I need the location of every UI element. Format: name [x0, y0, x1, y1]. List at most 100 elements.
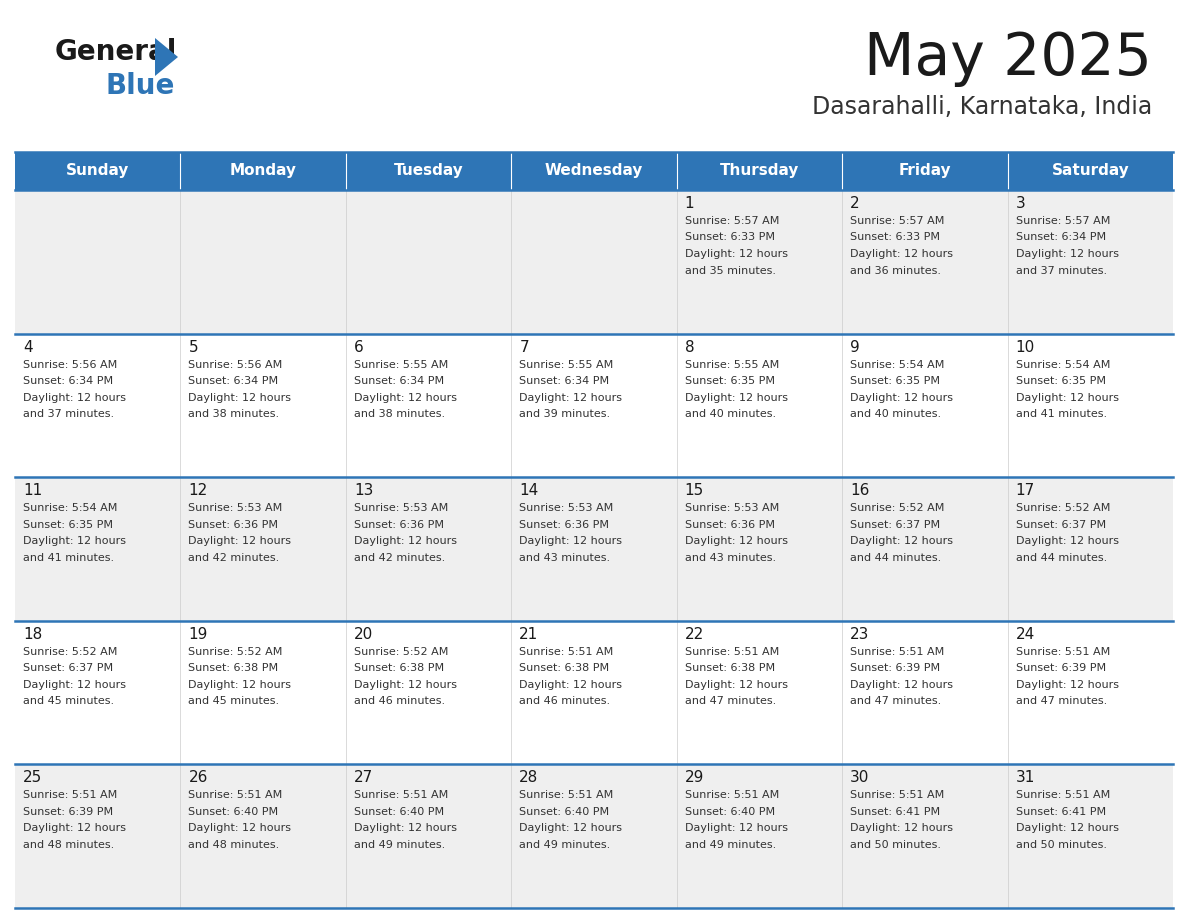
Text: Sunset: 6:37 PM: Sunset: 6:37 PM — [851, 520, 940, 530]
Text: and 41 minutes.: and 41 minutes. — [23, 553, 114, 563]
Text: Sunset: 6:40 PM: Sunset: 6:40 PM — [519, 807, 609, 817]
Text: and 44 minutes.: and 44 minutes. — [1016, 553, 1107, 563]
Text: and 39 minutes.: and 39 minutes. — [519, 409, 611, 420]
Text: Sunset: 6:40 PM: Sunset: 6:40 PM — [354, 807, 444, 817]
Text: and 40 minutes.: and 40 minutes. — [684, 409, 776, 420]
Text: Sunset: 6:38 PM: Sunset: 6:38 PM — [519, 664, 609, 673]
Text: and 49 minutes.: and 49 minutes. — [684, 840, 776, 850]
Text: 16: 16 — [851, 483, 870, 498]
Text: Sunrise: 5:51 AM: Sunrise: 5:51 AM — [189, 790, 283, 800]
Text: Sunrise: 5:51 AM: Sunrise: 5:51 AM — [1016, 647, 1110, 656]
Text: Sunrise: 5:54 AM: Sunrise: 5:54 AM — [1016, 360, 1110, 370]
Text: and 46 minutes.: and 46 minutes. — [354, 696, 446, 706]
Bar — [15, 333, 1173, 477]
Text: Sunset: 6:39 PM: Sunset: 6:39 PM — [23, 807, 113, 817]
Text: Daylight: 12 hours: Daylight: 12 hours — [189, 536, 291, 546]
Text: Daylight: 12 hours: Daylight: 12 hours — [851, 249, 953, 259]
Text: Daylight: 12 hours: Daylight: 12 hours — [851, 823, 953, 834]
Text: and 48 minutes.: and 48 minutes. — [23, 840, 114, 850]
Text: Sunrise: 5:57 AM: Sunrise: 5:57 AM — [851, 216, 944, 226]
Text: Daylight: 12 hours: Daylight: 12 hours — [851, 680, 953, 689]
Text: Sunset: 6:37 PM: Sunset: 6:37 PM — [1016, 520, 1106, 530]
Text: and 45 minutes.: and 45 minutes. — [23, 696, 114, 706]
Text: and 41 minutes.: and 41 minutes. — [1016, 409, 1107, 420]
Text: Sunset: 6:34 PM: Sunset: 6:34 PM — [1016, 232, 1106, 242]
Text: 6: 6 — [354, 340, 364, 354]
Text: Daylight: 12 hours: Daylight: 12 hours — [851, 536, 953, 546]
Text: Sunset: 6:40 PM: Sunset: 6:40 PM — [684, 807, 775, 817]
Text: and 37 minutes.: and 37 minutes. — [23, 409, 114, 420]
Text: Sunset: 6:40 PM: Sunset: 6:40 PM — [189, 807, 278, 817]
Text: Tuesday: Tuesday — [393, 163, 463, 178]
Text: Blue: Blue — [105, 72, 175, 100]
Text: Daylight: 12 hours: Daylight: 12 hours — [684, 393, 788, 403]
Text: Daylight: 12 hours: Daylight: 12 hours — [684, 823, 788, 834]
Text: Sunrise: 5:52 AM: Sunrise: 5:52 AM — [354, 647, 448, 656]
Text: Sunset: 6:38 PM: Sunset: 6:38 PM — [354, 664, 444, 673]
Text: Sunrise: 5:51 AM: Sunrise: 5:51 AM — [851, 647, 944, 656]
Text: and 46 minutes.: and 46 minutes. — [519, 696, 611, 706]
Text: Thursday: Thursday — [720, 163, 800, 178]
Bar — [15, 765, 1173, 908]
Text: Friday: Friday — [898, 163, 952, 178]
Text: Sunday: Sunday — [67, 163, 129, 178]
Text: 21: 21 — [519, 627, 538, 642]
Text: Sunrise: 5:51 AM: Sunrise: 5:51 AM — [1016, 790, 1110, 800]
Text: Sunset: 6:35 PM: Sunset: 6:35 PM — [684, 376, 775, 386]
Text: Sunrise: 5:57 AM: Sunrise: 5:57 AM — [1016, 216, 1110, 226]
Text: Daylight: 12 hours: Daylight: 12 hours — [23, 536, 126, 546]
Text: 25: 25 — [23, 770, 43, 786]
Text: Sunrise: 5:52 AM: Sunrise: 5:52 AM — [189, 647, 283, 656]
Text: Daylight: 12 hours: Daylight: 12 hours — [684, 680, 788, 689]
Text: 31: 31 — [1016, 770, 1035, 786]
Text: and 47 minutes.: and 47 minutes. — [684, 696, 776, 706]
Text: Sunrise: 5:53 AM: Sunrise: 5:53 AM — [684, 503, 779, 513]
Text: 11: 11 — [23, 483, 43, 498]
Text: Sunrise: 5:53 AM: Sunrise: 5:53 AM — [519, 503, 613, 513]
Polygon shape — [154, 38, 178, 76]
Text: Sunrise: 5:53 AM: Sunrise: 5:53 AM — [189, 503, 283, 513]
Text: and 50 minutes.: and 50 minutes. — [1016, 840, 1106, 850]
Text: Daylight: 12 hours: Daylight: 12 hours — [189, 823, 291, 834]
Text: and 35 minutes.: and 35 minutes. — [684, 265, 776, 275]
Text: Sunset: 6:41 PM: Sunset: 6:41 PM — [851, 807, 940, 817]
Text: 30: 30 — [851, 770, 870, 786]
Text: 24: 24 — [1016, 627, 1035, 642]
Text: Sunrise: 5:55 AM: Sunrise: 5:55 AM — [519, 360, 613, 370]
Text: and 37 minutes.: and 37 minutes. — [1016, 265, 1107, 275]
Text: and 42 minutes.: and 42 minutes. — [354, 553, 446, 563]
Text: Sunset: 6:36 PM: Sunset: 6:36 PM — [519, 520, 609, 530]
Text: Daylight: 12 hours: Daylight: 12 hours — [684, 249, 788, 259]
Text: 19: 19 — [189, 627, 208, 642]
Text: Daylight: 12 hours: Daylight: 12 hours — [23, 393, 126, 403]
Text: 18: 18 — [23, 627, 43, 642]
Text: Sunrise: 5:51 AM: Sunrise: 5:51 AM — [684, 790, 779, 800]
Text: Daylight: 12 hours: Daylight: 12 hours — [851, 393, 953, 403]
Text: and 36 minutes.: and 36 minutes. — [851, 265, 941, 275]
Text: and 42 minutes.: and 42 minutes. — [189, 553, 279, 563]
Text: Sunset: 6:34 PM: Sunset: 6:34 PM — [519, 376, 609, 386]
Text: Sunset: 6:33 PM: Sunset: 6:33 PM — [684, 232, 775, 242]
Text: Daylight: 12 hours: Daylight: 12 hours — [519, 393, 623, 403]
Text: Sunset: 6:34 PM: Sunset: 6:34 PM — [23, 376, 113, 386]
Text: and 45 minutes.: and 45 minutes. — [189, 696, 279, 706]
Text: and 47 minutes.: and 47 minutes. — [851, 696, 941, 706]
Text: Sunrise: 5:52 AM: Sunrise: 5:52 AM — [1016, 503, 1110, 513]
Text: Sunrise: 5:56 AM: Sunrise: 5:56 AM — [189, 360, 283, 370]
Text: Sunset: 6:35 PM: Sunset: 6:35 PM — [851, 376, 940, 386]
Text: Daylight: 12 hours: Daylight: 12 hours — [684, 536, 788, 546]
Text: 12: 12 — [189, 483, 208, 498]
Text: 13: 13 — [354, 483, 373, 498]
Text: Sunset: 6:37 PM: Sunset: 6:37 PM — [23, 664, 113, 673]
Text: 4: 4 — [23, 340, 32, 354]
Text: Daylight: 12 hours: Daylight: 12 hours — [519, 823, 623, 834]
Text: Sunrise: 5:51 AM: Sunrise: 5:51 AM — [684, 647, 779, 656]
Text: 3: 3 — [1016, 196, 1025, 211]
Text: and 49 minutes.: and 49 minutes. — [354, 840, 446, 850]
Text: 7: 7 — [519, 340, 529, 354]
Text: Sunrise: 5:51 AM: Sunrise: 5:51 AM — [519, 790, 613, 800]
Text: Sunset: 6:39 PM: Sunset: 6:39 PM — [1016, 664, 1106, 673]
Text: Saturday: Saturday — [1051, 163, 1129, 178]
Text: General: General — [55, 38, 177, 66]
Text: Daylight: 12 hours: Daylight: 12 hours — [354, 680, 457, 689]
